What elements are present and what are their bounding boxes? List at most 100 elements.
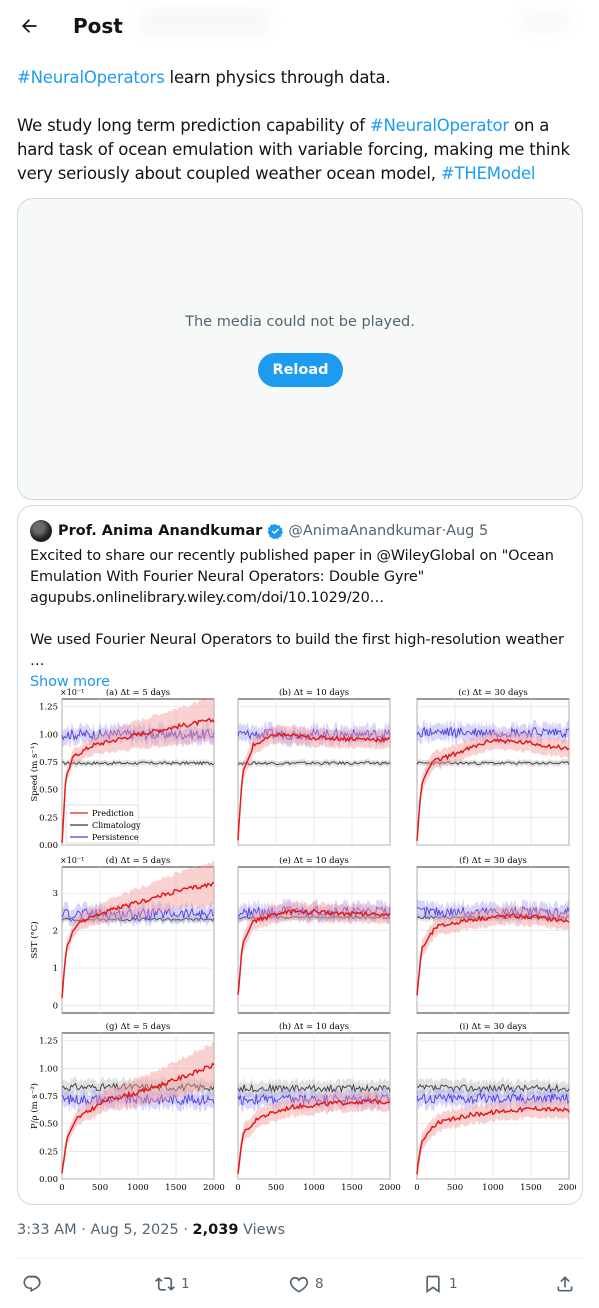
prediction-band bbox=[238, 901, 390, 1004]
quoted-text-line: We used Fourier Neural Operators to buil… bbox=[30, 632, 564, 669]
quoted-post-date[interactable]: Aug 5 bbox=[446, 523, 489, 539]
post-metadata: 3:33 AM · Aug 5, 2025 · 2,039 Views bbox=[17, 1222, 285, 1238]
y-multiplier: ×10⁻¹ bbox=[60, 856, 84, 865]
y-tick-label: 1 bbox=[53, 964, 58, 974]
climatology-line bbox=[61, 1082, 215, 1093]
results-figure: (a) Δt = 5 days 0.00 0.25 0.50 0.75 1.00 1.25 ×… bbox=[30, 687, 576, 1191]
top-bar: Post bbox=[0, 0, 599, 53]
panel-title: (i) Δt = 30 days bbox=[459, 1021, 526, 1032]
y-tick-label: 0.75 bbox=[39, 758, 58, 768]
view-count: 2,039 bbox=[192, 1222, 239, 1238]
prediction-band bbox=[417, 905, 569, 1005]
y-axis-label: Speed (m s⁻¹) bbox=[30, 742, 40, 801]
persistence-band bbox=[417, 719, 569, 746]
tweet-text: #NeuralOperators learn physics through d… bbox=[17, 66, 582, 186]
heart-icon bbox=[289, 1276, 309, 1293]
legend-label: Prediction bbox=[92, 809, 134, 818]
y-tick-label: 0 bbox=[53, 1002, 58, 1012]
prediction-band bbox=[417, 730, 569, 845]
prediction-line bbox=[416, 738, 570, 841]
meta-separator: · bbox=[76, 1222, 91, 1238]
hashtag-themodel[interactable]: #THEModel bbox=[440, 164, 536, 183]
y-axis-label: SST (°C) bbox=[30, 921, 40, 958]
prediction-line bbox=[61, 881, 215, 999]
reply-button[interactable] bbox=[22, 1270, 48, 1298]
repost-icon bbox=[155, 1277, 175, 1291]
climatology-band bbox=[62, 758, 214, 768]
show-more-link[interactable]: Show more bbox=[30, 674, 110, 690]
panel-title: (g) Δt = 5 days bbox=[106, 1021, 171, 1032]
quoted-post[interactable]: Prof. Anima Anandkumar @AnimaAnandkumar … bbox=[17, 505, 583, 1205]
x-tick-label: 500 bbox=[447, 1183, 463, 1191]
x-tick-label: 1000 bbox=[127, 1183, 149, 1191]
x-tick-label: 500 bbox=[268, 1183, 284, 1191]
x-tick-label: 0 bbox=[235, 1183, 240, 1191]
repost-count: 1 bbox=[181, 1276, 190, 1292]
climatology-band bbox=[417, 1077, 569, 1100]
y-tick-label: 0.50 bbox=[39, 786, 58, 796]
y-tick-label: 1.00 bbox=[39, 730, 58, 740]
x-tick-label: 0 bbox=[414, 1183, 419, 1191]
reload-button[interactable]: Reload bbox=[258, 353, 343, 387]
persistence-line bbox=[416, 726, 570, 739]
share-button[interactable] bbox=[555, 1270, 581, 1298]
y-tick-label: 0.75 bbox=[39, 1092, 58, 1102]
arrow-left-icon bbox=[22, 19, 37, 33]
prediction-band bbox=[62, 697, 214, 845]
meta-separator: · bbox=[178, 1222, 193, 1238]
climatology-line bbox=[61, 760, 215, 766]
x-tick-label: 500 bbox=[92, 1183, 108, 1191]
y-tick-label: 1.25 bbox=[39, 703, 58, 713]
panel-title: (d) Δt = 5 days bbox=[106, 855, 171, 866]
climatology-line bbox=[416, 1083, 570, 1094]
y-tick-label: 0.00 bbox=[39, 1175, 58, 1185]
climatology-line bbox=[416, 761, 570, 766]
persistence-line bbox=[237, 727, 391, 742]
x-tick-label: 0 bbox=[59, 1183, 64, 1191]
quoted-author-name[interactable]: Prof. Anima Anandkumar bbox=[58, 523, 263, 539]
prediction-band bbox=[62, 860, 214, 1004]
x-tick-label: 1500 bbox=[520, 1183, 542, 1191]
verified-badge-icon bbox=[267, 523, 284, 540]
y-tick-label: 0.50 bbox=[39, 1120, 58, 1130]
quoted-text-line: Excited to share our recently published … bbox=[30, 548, 554, 564]
persistence-line bbox=[61, 907, 215, 921]
x-tick-label: 2000 bbox=[558, 1183, 576, 1191]
like-count: 8 bbox=[315, 1276, 324, 1292]
quoted-author-handle[interactable]: @AnimaAnandkumar bbox=[288, 523, 442, 539]
hashtag-neuraloperator[interactable]: #NeuralOperator bbox=[369, 116, 510, 135]
tweet-text-segment: learn physics through data. bbox=[164, 68, 391, 87]
y-tick-label: 0.00 bbox=[39, 841, 58, 851]
climatology-band bbox=[62, 1076, 214, 1099]
persistence-band bbox=[238, 721, 390, 748]
quoted-text-link[interactable]: agupubs.onlinelibrary.wiley.com/doi/10.1… bbox=[30, 590, 385, 606]
prediction-line bbox=[237, 1098, 391, 1174]
bookmark-button[interactable]: 1 bbox=[423, 1270, 458, 1298]
climatology-band bbox=[238, 1077, 390, 1100]
legend-label: Climatology bbox=[92, 821, 141, 830]
avatar[interactable] bbox=[30, 520, 52, 542]
prediction-line bbox=[237, 732, 391, 841]
x-tick-label: 1000 bbox=[303, 1183, 325, 1191]
panel-title: (a) Δt = 5 days bbox=[106, 687, 170, 698]
post-time[interactable]: 3:33 AM bbox=[17, 1222, 77, 1238]
panel-title: (e) Δt = 10 days bbox=[279, 855, 349, 866]
divider bbox=[17, 1258, 583, 1259]
tweet-text-segment: on a hard task of ocean emulation with v… bbox=[17, 116, 570, 183]
persistence-line bbox=[61, 1092, 215, 1106]
repost-button[interactable]: 1 bbox=[155, 1270, 190, 1298]
y-tick-label: 0.25 bbox=[39, 1147, 58, 1157]
persistence-line bbox=[416, 905, 570, 919]
quoted-text-line: Emulation With Fourier Neural Operators:… bbox=[30, 569, 425, 585]
prediction-line bbox=[237, 909, 391, 995]
like-button[interactable]: 8 bbox=[289, 1270, 324, 1298]
x-tick-label: 1500 bbox=[341, 1183, 363, 1191]
hashtag-neuraloperators[interactable]: #NeuralOperators bbox=[17, 68, 165, 87]
back-button[interactable] bbox=[14, 11, 44, 41]
legend-label: Persistence bbox=[92, 833, 139, 842]
x-tick-label: 1500 bbox=[165, 1183, 187, 1191]
header-blur-overlay bbox=[140, 8, 270, 36]
post-date[interactable]: Aug 5, 2025 bbox=[90, 1222, 179, 1238]
views-label: Views bbox=[238, 1222, 285, 1238]
persistence-line bbox=[237, 1093, 391, 1106]
